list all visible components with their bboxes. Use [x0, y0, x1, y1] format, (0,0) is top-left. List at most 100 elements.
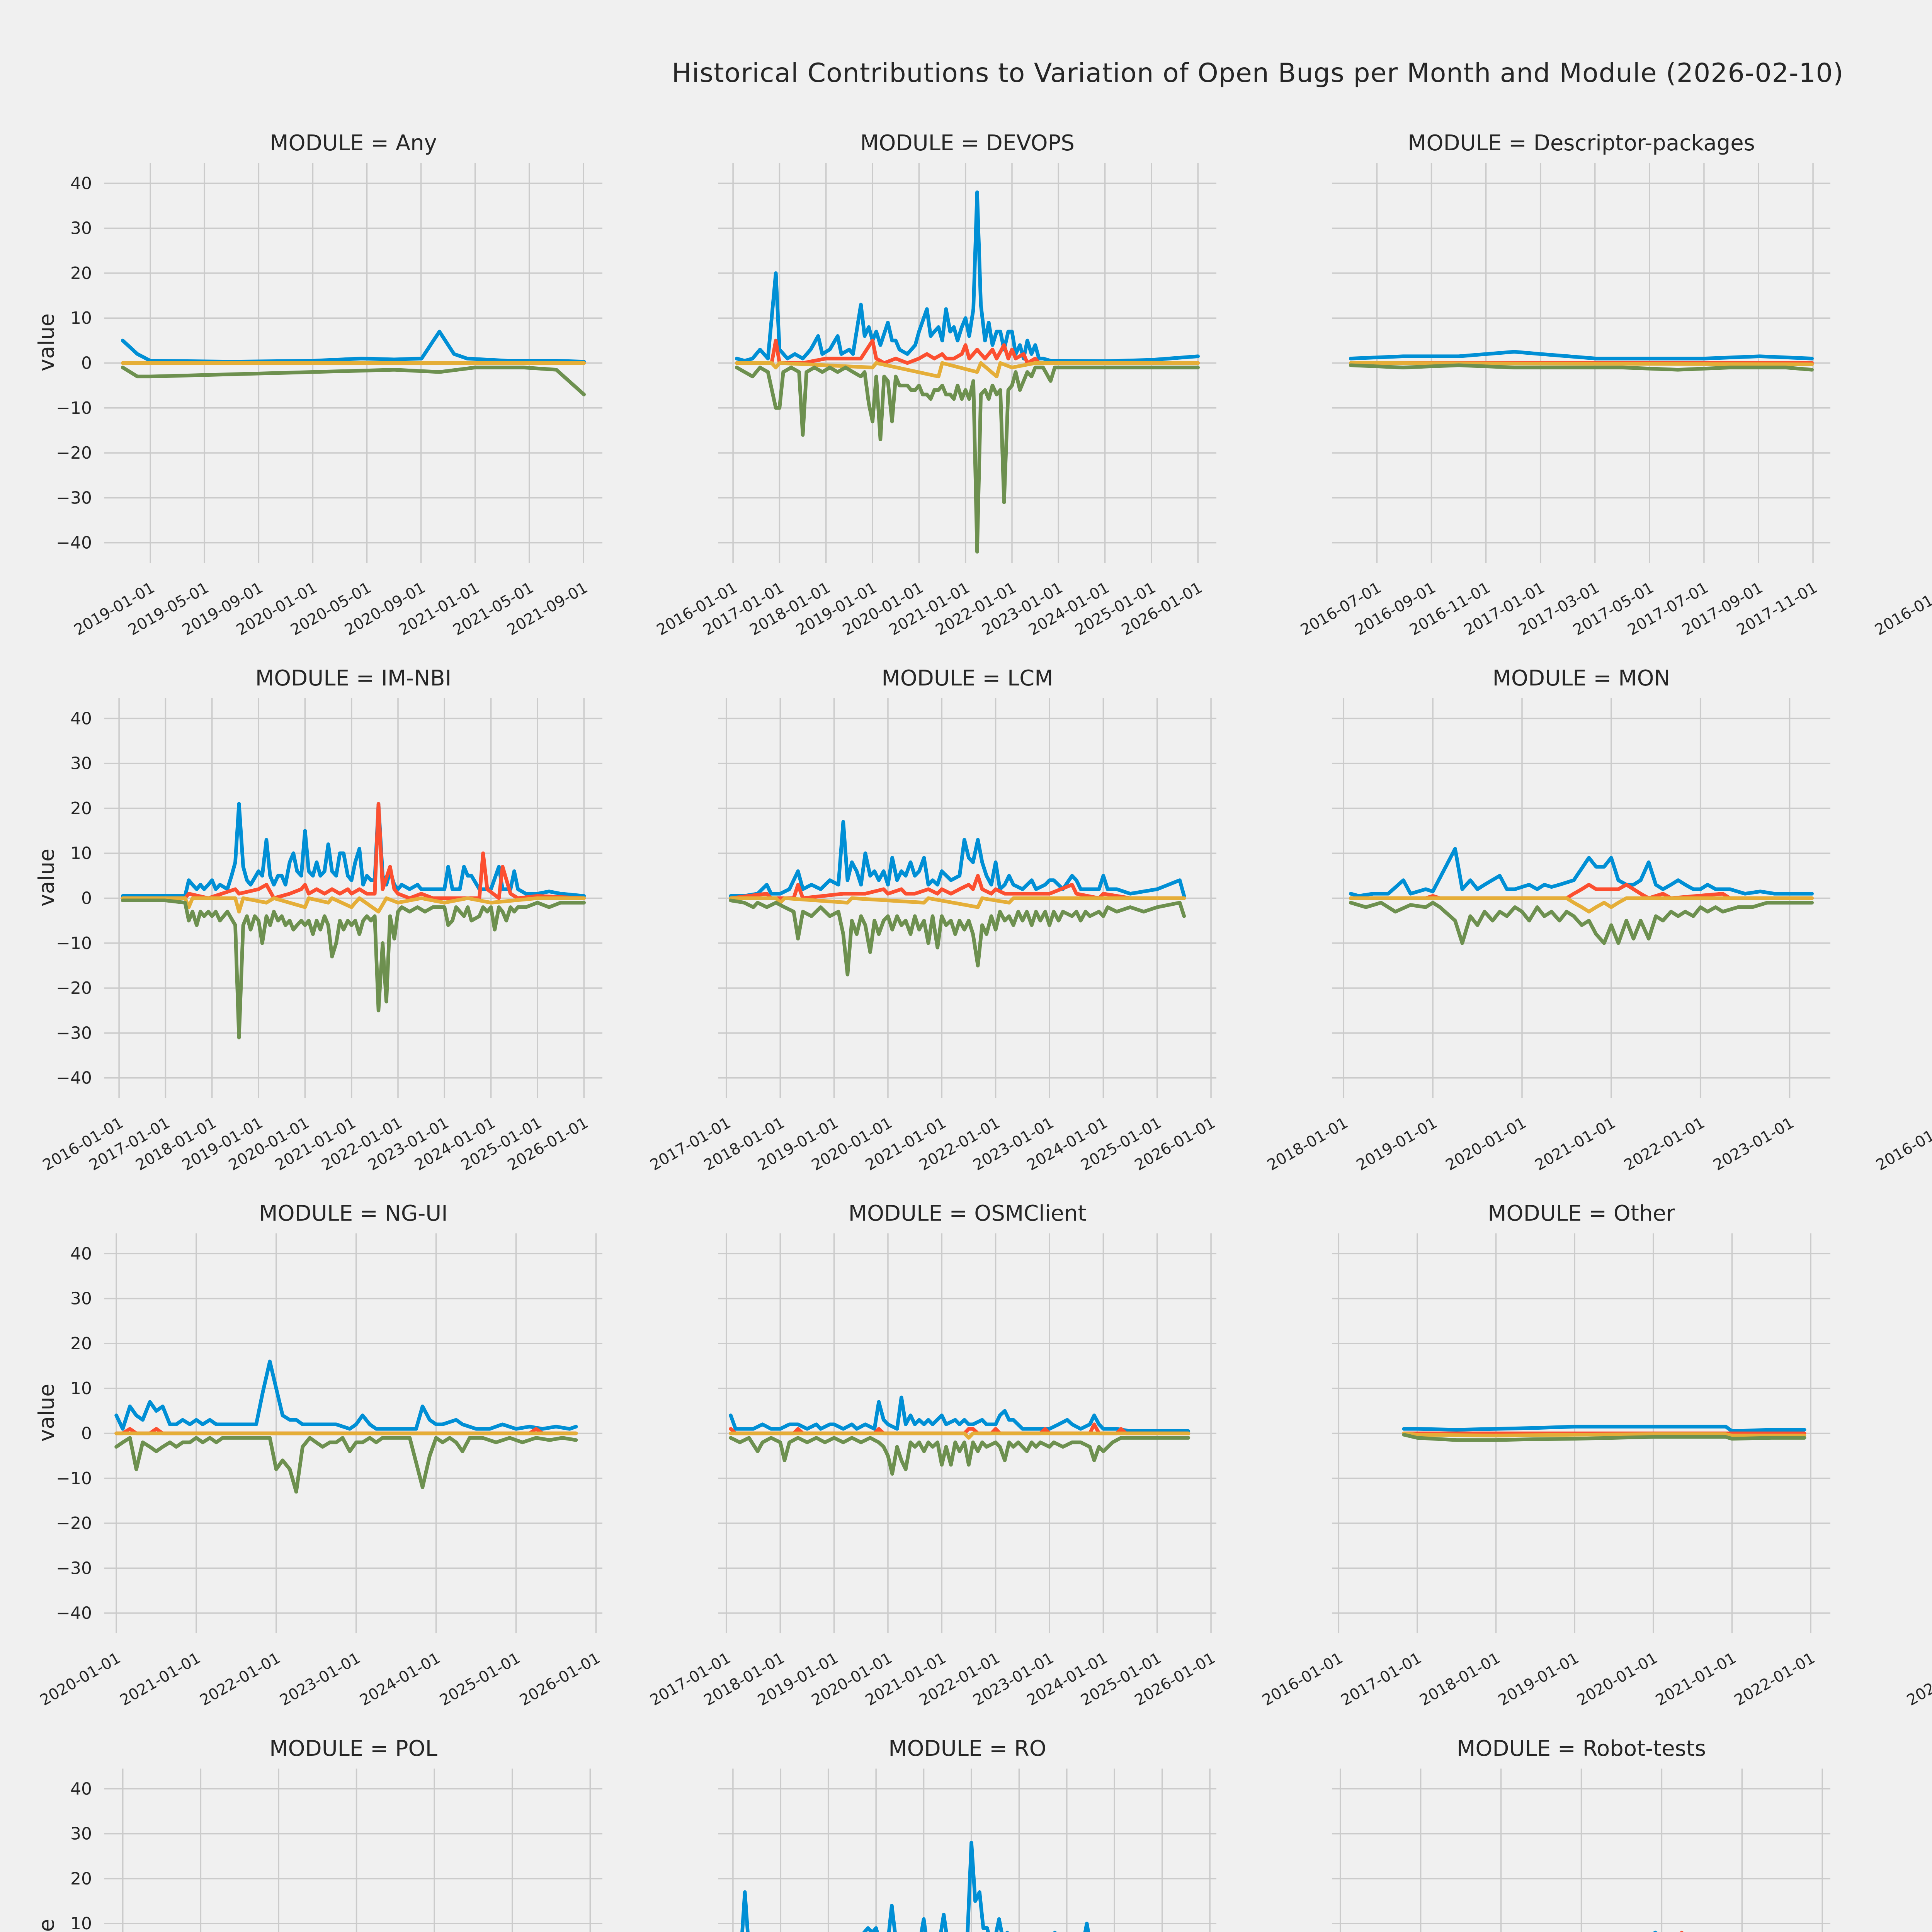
x-tick-label: 2018-01-01 — [1264, 1114, 1351, 1174]
y-tick-label: 0 — [81, 354, 92, 373]
subplot-title: MODULE = DEVOPS — [860, 131, 1075, 156]
series-OPENED — [121, 802, 586, 898]
y-tick-label: 30 — [70, 754, 92, 774]
y-tick-label: 40 — [70, 173, 92, 193]
y-tick-label: 10 — [70, 1914, 92, 1932]
series-OPENED — [121, 330, 586, 364]
subplot-ng-ui: MODULE = NG-UI 40 30 20 10 0 −10 −20 −30 −40 2020-… — [34, 1199, 603, 1735]
plot-area: 2020-01-012021-01-012022-01-012023-01-01… — [1332, 1769, 1830, 1932]
figure-title: Historical Contributions to Variation of… — [672, 58, 1844, 88]
x-tick-label: 2020-01-01 — [1574, 1649, 1661, 1709]
plot-area: 403020100−10−20−30−402016-01-012017-01-0… — [40, 698, 602, 1174]
plot-area: 403020100−10−20−30−402018-01-012019-01-0… — [70, 1769, 602, 1932]
y-tick-label: 20 — [70, 1334, 92, 1354]
x-tick-label: 2022-01-01 — [1621, 1114, 1708, 1174]
series-REOPENED — [114, 1427, 578, 1435]
y-tick-label: 0 — [81, 889, 92, 908]
series-OPENED — [1349, 350, 1814, 361]
series-CLOSED — [729, 1436, 1190, 1476]
x-tick-label: 2020-01-01 — [37, 1649, 124, 1709]
y-tick-label: 0 — [81, 1424, 92, 1444]
series-FALSE_CLOSED — [1402, 1431, 1806, 1438]
y-tick-label: −10 — [56, 1469, 92, 1488]
subplot-title: MODULE = Other — [1488, 1201, 1675, 1226]
series-OPENED — [1349, 847, 1814, 898]
series-OPENED — [735, 190, 1200, 363]
series-FALSE_CLOSED — [735, 361, 1200, 379]
y-tick-label: 30 — [70, 219, 92, 238]
subplot-descriptor-packages: MODULE = Descriptor-packages 2016-07-01 20… — [1298, 129, 1830, 664]
plot-area: 2016-07-012016-09-012016-11-012017-01-01… — [1298, 163, 1830, 639]
x-tick-label: 2025-01-01 — [437, 1649, 523, 1709]
subplot-title: MODULE = RO — [888, 1736, 1046, 1761]
subplot-lcm: MODULE = LCM 2017-01-01 2018-01-01 2019-01-… — [647, 664, 1218, 1199]
series-CLOSED — [1349, 901, 1814, 945]
series-CLOSED — [114, 1436, 578, 1494]
y-tick-label: −30 — [56, 1558, 92, 1578]
x-tick-label: 2021-01-01 — [117, 1649, 204, 1709]
series-CLOSED — [735, 366, 1200, 554]
y-tick-label: −20 — [56, 978, 92, 998]
subplot-osmclient: MODULE = OSMClient 2017-01-01 2018-01-01 20… — [647, 1199, 1218, 1735]
x-tick-label: 2023-01-01 — [277, 1649, 363, 1709]
y-tick-label: −30 — [56, 1023, 92, 1043]
subplot-any: MODULE = Any 40 30 20 10 0 −10 −20 −30 −40 2019-01… — [34, 129, 602, 664]
y-tick-label: −20 — [56, 1514, 92, 1533]
y-axis-label: value — [34, 848, 59, 907]
x-tick-label: 2022-01-01 — [1731, 1649, 1818, 1709]
y-tick-label: −40 — [56, 533, 92, 553]
x-tick-label: 2016-01-01 — [1259, 1649, 1346, 1709]
y-tick-label: 20 — [70, 799, 92, 818]
plot-area: 2017-01-012018-01-012019-01-012020-01-01… — [647, 698, 1218, 1174]
series-FALSE_CLOSED — [1349, 361, 1814, 366]
y-tick-label: 10 — [70, 1379, 92, 1398]
series-FALSE_CLOSED — [1349, 896, 1814, 914]
y-tick-label: 10 — [70, 308, 92, 328]
y-tick-label: −20 — [56, 443, 92, 463]
x-tick-label: 2023-01-01 — [1710, 1114, 1797, 1174]
x-tick-label: 2026-01-01 — [517, 1649, 603, 1709]
series-REOPENED — [735, 338, 1200, 365]
y-tick-label: 40 — [70, 1779, 92, 1799]
y-axis-label: value — [34, 313, 59, 372]
y-tick-label: −10 — [56, 934, 92, 953]
y-tick-label: −40 — [56, 1604, 92, 1623]
y-tick-label: 20 — [70, 1869, 92, 1889]
x-tick-label: 2021-01-01 — [1653, 1649, 1739, 1709]
y-tick-label: 40 — [70, 709, 92, 728]
y-tick-label: 40 — [70, 1244, 92, 1264]
subplot-im-nbi: MODULE = IM-NBI 40 30 20 10 0 −10 −20 −30 −40 2016… — [34, 664, 602, 1199]
subplot-title: MODULE = Robot-tests — [1457, 1736, 1706, 1761]
plot-area: 2016-01-012017-01-012018-01-012019-01-01… — [1259, 1233, 1830, 1709]
subplot-title: MODULE = OSMClient — [848, 1201, 1087, 1226]
series-FALSE_CLOSED — [729, 1431, 1190, 1440]
y-tick-label: 30 — [70, 1824, 92, 1844]
subplot-title: MODULE = MON — [1492, 666, 1670, 691]
y-tick-label: 20 — [70, 264, 92, 283]
series-CLOSED — [121, 366, 586, 396]
series-CLOSED — [121, 898, 586, 1039]
plot-area: 2017-01-012018-01-012019-01-012020-01-01… — [647, 1233, 1218, 1709]
subplot-title: MODULE = Any — [270, 131, 437, 156]
subplot-pol: MODULE = POL403020100−10−20−30−402018-01… — [34, 1735, 602, 1932]
subplot-other: MODULE = Other 2016-01-01 2017-01-01 2018-0… — [1259, 1199, 1830, 1735]
series-REOPENED — [729, 874, 1186, 900]
y-tick-label: −30 — [56, 488, 92, 508]
subplot-title: MODULE = Descriptor-packages — [1408, 131, 1755, 156]
x-tick-label: 2024-01-01 — [357, 1649, 443, 1709]
y-tick-label: 10 — [70, 844, 92, 863]
y-tick-label: 30 — [70, 1289, 92, 1309]
x-tick-label: 2016-01-01 — [1873, 1114, 1932, 1174]
subplot-devops: MODULE = DEVOPS 2016-01-01 2017-01-01 2018-… — [654, 129, 1216, 664]
x-tick-label: 2018-01-01 — [1417, 1649, 1503, 1709]
plot-area: 403020100−10−20−30−402019-01-012019-05-0… — [56, 163, 602, 639]
x-tick-label: 2019-01-01 — [1495, 1649, 1582, 1709]
x-tick-label: 2022-01-01 — [197, 1649, 284, 1709]
series-OPENED — [1402, 1425, 1806, 1433]
subplot-ro: MODULE = RO 2016-01-012017-01-012018-01-0… — [718, 1735, 1216, 1932]
plot-area: 2016-01-012017-01-012018-01-012019-01-01… — [654, 163, 1216, 639]
series-OPENED — [729, 820, 1186, 898]
subplot-robot-tests: MODULE = Robot-tests 2020-01-012021-01-01… — [1332, 1735, 1830, 1932]
x-tick-label: 2016-01-01 — [1872, 579, 1932, 639]
y-axis-label: value — [34, 1383, 59, 1442]
